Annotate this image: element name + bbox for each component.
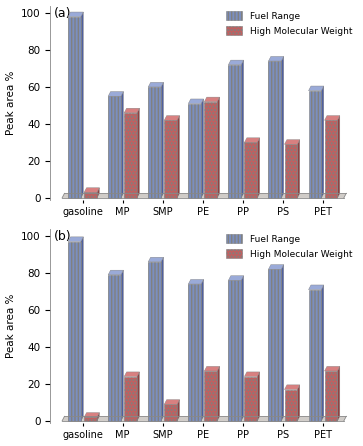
Polygon shape [148,83,163,87]
Y-axis label: Peak area %: Peak area % [5,70,16,135]
Bar [204,371,217,421]
Bar [188,103,201,198]
Polygon shape [124,372,139,376]
Polygon shape [257,138,260,198]
Polygon shape [177,116,180,198]
Bar [164,405,177,421]
Polygon shape [161,257,163,421]
Bar [309,91,321,198]
Bar [325,371,337,421]
Polygon shape [62,193,346,198]
Polygon shape [217,366,220,421]
Bar [84,192,97,198]
Polygon shape [257,372,260,421]
Polygon shape [297,385,300,421]
Polygon shape [228,60,244,65]
Legend: Fuel Range, High Molecular Weight: Fuel Range, High Molecular Weight [223,231,356,262]
Bar [68,17,81,198]
Bar [204,102,217,198]
Polygon shape [241,60,244,198]
Polygon shape [337,116,340,198]
Polygon shape [204,366,220,371]
Bar [285,145,297,198]
Bar [68,241,81,421]
Text: (b): (b) [53,231,71,244]
Polygon shape [269,264,284,269]
Polygon shape [269,57,284,61]
Bar [269,269,281,421]
Bar [285,389,297,421]
Polygon shape [325,366,340,371]
Polygon shape [81,12,83,198]
Polygon shape [164,400,180,405]
Bar [228,65,241,198]
Polygon shape [121,270,123,421]
Bar [108,275,121,421]
Polygon shape [321,285,324,421]
Polygon shape [62,416,346,421]
Polygon shape [188,280,204,284]
Polygon shape [309,86,324,91]
Text: (a): (a) [53,8,71,21]
Bar [244,142,257,198]
Polygon shape [201,99,204,198]
Polygon shape [81,237,83,421]
Y-axis label: Peak area %: Peak area % [5,293,16,358]
Bar [124,376,137,421]
Bar [148,262,161,421]
Polygon shape [297,140,300,198]
Polygon shape [148,257,163,262]
Bar [228,281,241,421]
Polygon shape [337,366,340,421]
Bar [325,120,337,198]
Polygon shape [204,97,220,102]
Polygon shape [309,285,324,289]
Bar [244,376,257,421]
Bar [164,120,177,198]
Bar [269,61,281,198]
Polygon shape [228,276,244,281]
Polygon shape [137,108,139,198]
Polygon shape [137,372,139,421]
Polygon shape [161,83,163,198]
Bar [124,113,137,198]
Polygon shape [164,116,180,120]
Polygon shape [244,372,260,376]
Polygon shape [108,270,123,275]
Polygon shape [177,400,180,421]
Polygon shape [281,264,284,421]
Bar [84,417,97,421]
Polygon shape [281,57,284,198]
Polygon shape [108,91,123,96]
Legend: Fuel Range, High Molecular Weight: Fuel Range, High Molecular Weight [223,8,356,39]
Polygon shape [241,276,244,421]
Polygon shape [325,116,340,120]
Bar [148,87,161,198]
Polygon shape [84,413,99,417]
Polygon shape [124,108,139,113]
Bar [108,96,121,198]
Polygon shape [244,138,260,142]
Polygon shape [217,97,220,198]
Polygon shape [201,280,204,421]
Polygon shape [285,140,300,145]
Polygon shape [121,91,123,198]
Polygon shape [97,413,99,421]
Polygon shape [188,99,204,103]
Bar [309,289,321,421]
Polygon shape [97,188,99,198]
Polygon shape [321,86,324,198]
Polygon shape [285,385,300,389]
Polygon shape [68,12,83,17]
Polygon shape [68,237,83,241]
Bar [188,284,201,421]
Polygon shape [84,188,99,192]
